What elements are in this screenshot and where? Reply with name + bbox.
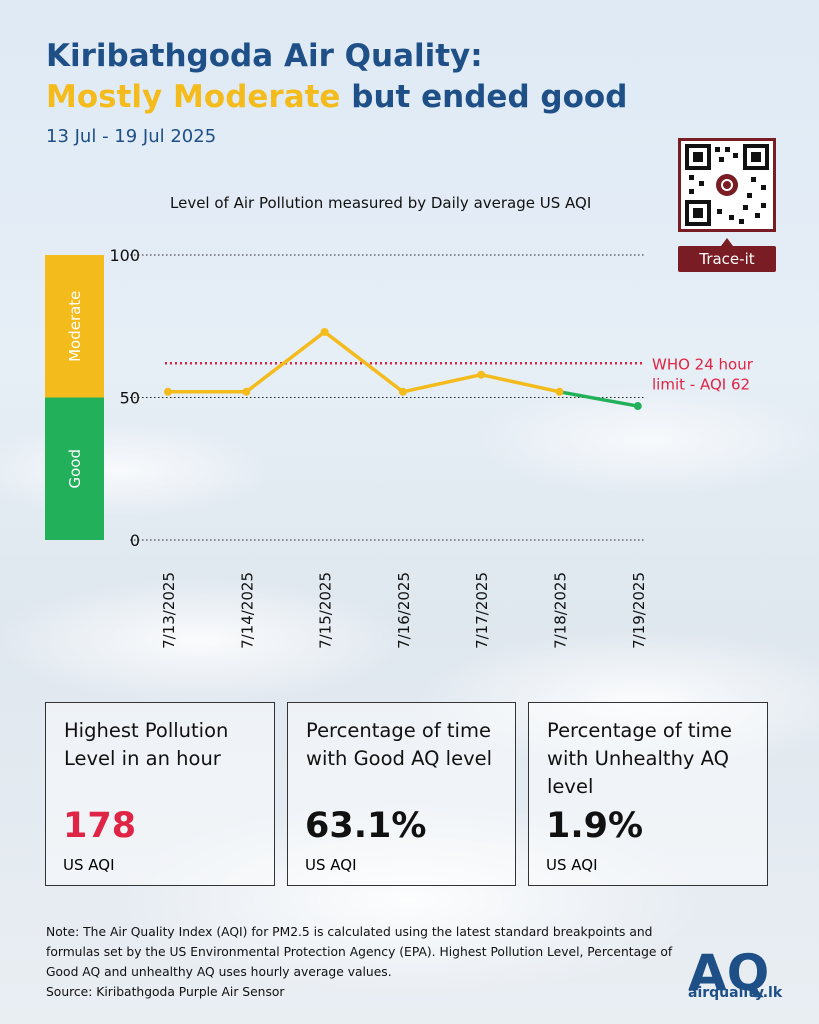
- data-point: [398, 387, 407, 396]
- series-line-segment: [322, 330, 405, 394]
- y-tick-label: 50: [120, 389, 140, 408]
- x-tick-label: 7/14/2025: [238, 572, 256, 649]
- chart-title: Level of Air Pollution measured by Daily…: [170, 194, 592, 212]
- x-tick-label: 7/13/2025: [160, 572, 178, 649]
- band-label-good: Good: [66, 449, 84, 489]
- card-heading: Percentage of time with Good AQ level: [306, 719, 493, 770]
- source-note: Source: Kiribathgoda Purple Air Sensor: [46, 985, 285, 999]
- x-tick-label: 7/17/2025: [473, 572, 491, 649]
- title-line1: Kiribathgoda Air Quality:: [46, 38, 483, 74]
- qr-code-icon: [678, 138, 776, 232]
- card-value-highest: 178: [63, 806, 137, 846]
- series-line-segment: [244, 330, 327, 394]
- footer-note: Note: The Air Quality Index (AQI) for PM…: [46, 922, 676, 1002]
- card-good-percentage: Percentage of time with Good AQ level: [287, 702, 516, 886]
- data-point: [164, 387, 172, 396]
- band-moderate: [45, 255, 104, 398]
- data-point: [633, 402, 642, 411]
- aqi-line-chart: Good Moderate 0 50 100 WHO 24 hour limit - A…: [45, 246, 754, 649]
- band-label-moderate: Moderate: [66, 291, 84, 362]
- card-heading: Percentage of time with Unhealthy AQ lev…: [547, 719, 732, 798]
- x-tick-label: 7/18/2025: [552, 572, 570, 649]
- card-highest-pollution: Highest Pollution Level in an hour: [45, 702, 275, 886]
- series-line-segment: [479, 372, 562, 394]
- series-line-segment: [557, 390, 640, 408]
- card-unit: US AQI: [546, 856, 598, 874]
- trace-it-label: Trace-it: [678, 246, 776, 272]
- card-value-good: 63.1%: [305, 806, 427, 846]
- date-range: 13 Jul - 19 Jul 2025: [46, 126, 217, 147]
- band-good: [45, 397, 104, 540]
- card-value-unhealthy: 1.9%: [546, 806, 644, 846]
- logo-text: airquality.lk: [688, 985, 783, 1001]
- page-title: Kiribathgoda Air Quality: Mostly Moderat…: [46, 36, 627, 118]
- y-tick-label: 0: [130, 531, 140, 550]
- card-unhealthy-percentage: Percentage of time with Unhealthy AQ lev…: [528, 702, 768, 886]
- title-rest: but ended good: [340, 79, 628, 115]
- card-unit: US AQI: [63, 856, 115, 874]
- who-limit-label: limit - AQI 62: [652, 375, 750, 393]
- data-point: [320, 327, 329, 336]
- card-unit: US AQI: [305, 856, 357, 874]
- data-point: [555, 387, 564, 396]
- airquality-logo: AQ: [688, 944, 769, 1002]
- data-point: [477, 370, 486, 379]
- who-limit-label: WHO 24 hour: [652, 355, 754, 373]
- qr-label-notch: [721, 238, 733, 246]
- x-tick-label: 7/16/2025: [395, 572, 413, 649]
- card-heading: Highest Pollution Level in an hour: [64, 719, 229, 770]
- title-highlight: Mostly Moderate: [46, 79, 341, 115]
- series-line-segment: [401, 372, 483, 394]
- trace-it-qr[interactable]: Trace-it: [678, 138, 776, 272]
- methodology-note: Note: The Air Quality Index (AQI) for PM…: [46, 925, 673, 979]
- qr-code-graphic: [685, 144, 769, 226]
- y-tick-label: 100: [109, 246, 140, 265]
- x-tick-label: 7/15/2025: [317, 572, 335, 649]
- logo-letters: AQ: [688, 944, 769, 1002]
- data-point: [242, 387, 251, 396]
- x-tick-label: 7/19/2025: [630, 572, 648, 649]
